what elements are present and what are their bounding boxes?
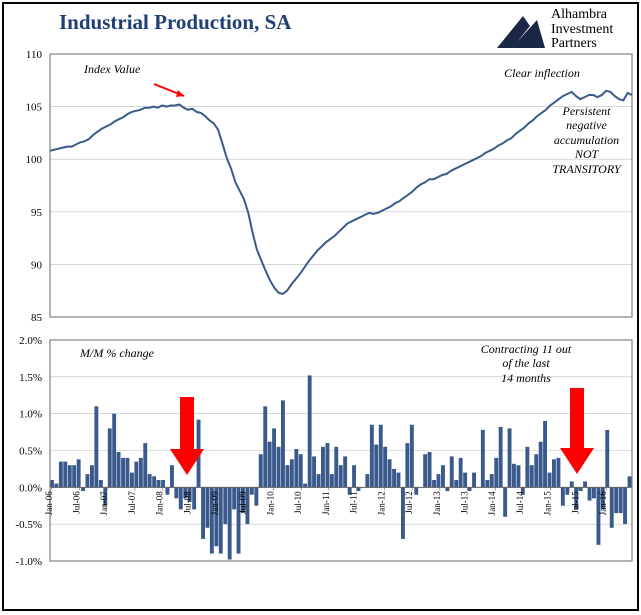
svg-text:Jul-06: Jul-06 bbox=[72, 491, 82, 514]
svg-text:1.5%: 1.5% bbox=[19, 372, 42, 384]
svg-text:Jul-14: Jul-14 bbox=[515, 491, 525, 514]
big-red-arrow-2 bbox=[560, 388, 594, 476]
svg-text:110: 110 bbox=[26, 49, 43, 61]
svg-text:Jan-08: Jan-08 bbox=[155, 491, 165, 515]
chart-title: Industrial Production, SA bbox=[59, 10, 291, 35]
svg-text:Jan-12: Jan-12 bbox=[376, 491, 386, 515]
svg-text:Jul-09: Jul-09 bbox=[238, 491, 248, 514]
annot-index-value: Index Value bbox=[84, 62, 140, 76]
big-red-arrow-1 bbox=[170, 397, 204, 477]
svg-text:Jan-11: Jan-11 bbox=[321, 491, 331, 515]
line-chart-svg: 859095100105110 bbox=[44, 48, 634, 323]
svg-text:Jan-16: Jan-16 bbox=[598, 491, 608, 515]
annot-persistent: Persistent negative accumulation NOT TRA… bbox=[544, 104, 629, 176]
svg-text:Jul-12: Jul-12 bbox=[404, 491, 414, 514]
annot-clear-inflection: Clear inflection bbox=[492, 66, 592, 80]
svg-text:Jul-11: Jul-11 bbox=[349, 491, 359, 513]
svg-text:Jan-06: Jan-06 bbox=[44, 491, 54, 515]
svg-text:Jan-13: Jan-13 bbox=[432, 491, 442, 515]
annot-mm-change: M/M % change bbox=[80, 346, 154, 360]
svg-text:Jul-10: Jul-10 bbox=[293, 491, 303, 514]
svg-text:Jan-14: Jan-14 bbox=[487, 491, 497, 515]
logo-line-2: Investment bbox=[551, 23, 613, 38]
svg-text:90: 90 bbox=[31, 259, 43, 271]
logo-line-1: Alhambra bbox=[551, 8, 613, 23]
svg-text:Jan-09: Jan-09 bbox=[210, 491, 220, 515]
svg-text:85: 85 bbox=[31, 312, 43, 324]
svg-text:Jul-13: Jul-13 bbox=[460, 491, 470, 514]
svg-text:Jan-10: Jan-10 bbox=[266, 491, 276, 515]
svg-text:1.0%: 1.0% bbox=[19, 409, 42, 421]
svg-text:Jul-08: Jul-08 bbox=[182, 491, 192, 514]
svg-text:Jul-07: Jul-07 bbox=[127, 491, 137, 514]
svg-text:100: 100 bbox=[26, 154, 43, 166]
svg-text:0.0%: 0.0% bbox=[19, 482, 42, 494]
svg-text:Jan-07: Jan-07 bbox=[99, 491, 109, 515]
svg-text:-0.5%: -0.5% bbox=[15, 519, 42, 531]
annot-contracting: Contracting 11 out of the last 14 months bbox=[466, 342, 586, 385]
svg-text:95: 95 bbox=[31, 207, 43, 219]
small-red-arrow bbox=[152, 82, 192, 102]
svg-text:Jan-15: Jan-15 bbox=[543, 491, 553, 515]
svg-text:-1.0%: -1.0% bbox=[15, 556, 42, 568]
svg-text:Jul-15: Jul-15 bbox=[570, 491, 580, 514]
line-chart: 859095100105110 bbox=[44, 48, 634, 323]
chart-container: Industrial Production, SA Alhambra Inves… bbox=[2, 2, 639, 611]
svg-text:2.0%: 2.0% bbox=[19, 335, 42, 347]
svg-text:105: 105 bbox=[26, 102, 43, 114]
svg-text:0.5%: 0.5% bbox=[19, 446, 42, 458]
